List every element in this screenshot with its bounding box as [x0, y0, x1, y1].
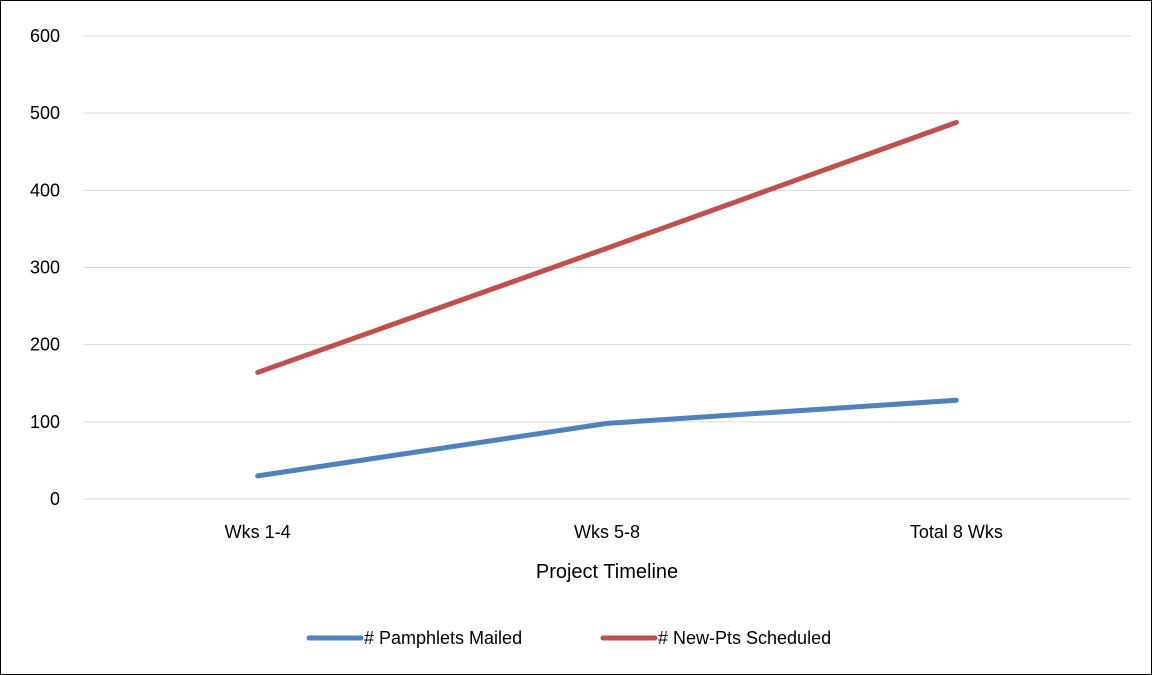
legend: # Pamphlets Mailed # New-Pts Scheduled	[306, 628, 831, 648]
y-tick-label: 200	[30, 335, 60, 355]
series-line-0	[255, 397, 959, 479]
gridlines	[83, 35, 1131, 500]
y-tick-label: 600	[30, 26, 60, 46]
x-tick-label: Total 8 Wks	[910, 522, 1003, 542]
x-axis-ticks: Wks 1-4 Wks 5-8 Total 8 Wks	[225, 522, 1003, 542]
y-tick-label: 300	[30, 258, 60, 278]
x-tick-label: Wks 5-8	[574, 522, 640, 542]
series-line-1	[255, 119, 959, 375]
x-tick-label: Wks 1-4	[225, 522, 291, 542]
y-tick-label: 400	[30, 180, 60, 200]
y-tick-label: 0	[50, 489, 60, 509]
x-axis-title: Project Timeline	[536, 561, 678, 583]
y-axis-ticks: 0 100 200 300 400 500 600	[30, 26, 60, 509]
legend-label: # New-Pts Scheduled	[658, 628, 831, 648]
y-tick-label: 100	[30, 412, 60, 432]
y-tick-label: 500	[30, 103, 60, 123]
series-lines	[255, 119, 959, 479]
legend-label: # Pamphlets Mailed	[364, 628, 522, 648]
